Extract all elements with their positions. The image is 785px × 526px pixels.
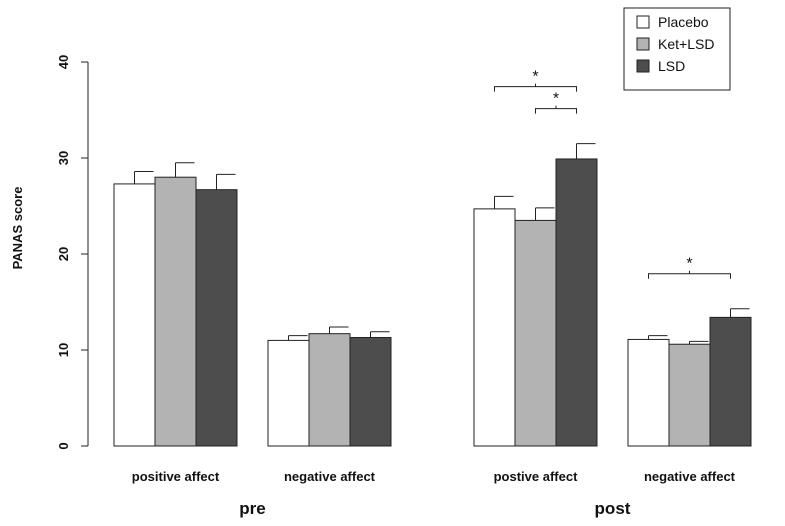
bar [349,337,392,447]
legend-label: LSD [658,58,685,74]
category-label: negative affect [284,469,376,484]
category-label: postive affect [494,469,578,484]
bar [473,208,516,447]
significance-bracket: * [648,256,731,279]
bar [514,219,557,447]
bar [113,183,156,447]
bar [308,333,351,447]
error-bars [134,143,750,345]
legend-item: Placebo [636,14,709,30]
y-tick-label: 30 [56,151,71,165]
legend-label: Ket+LSD [658,36,714,52]
legend-item: Ket+LSD [636,36,714,52]
category-label: negative affect [644,469,736,484]
group-labels: pre post [239,499,631,518]
group-label: post [595,499,631,518]
y-tick-label: 0 [56,442,71,449]
significance-bracket: * [535,91,577,114]
y-axis-title: PANAS score [10,187,25,270]
bars [113,158,752,447]
bar [154,176,197,447]
bar [668,343,711,447]
legend-label: Placebo [658,14,709,30]
category-label: positive affect [132,469,220,484]
bracket-line [535,108,577,114]
significance-star: * [686,256,692,273]
y-axis: 0 10 20 30 40 [56,55,89,450]
bar [555,158,598,447]
significance-bracket: * [494,69,577,92]
y-tick-label: 20 [56,247,71,261]
y-tick-label: 10 [56,343,71,357]
y-tick-label: 40 [56,55,71,69]
bar [267,339,310,447]
legend-swatch [636,15,650,29]
legend: Placebo Ket+LSD LSD [623,7,731,91]
legend-swatch [636,37,650,51]
category-labels: positive affect negative affect postive af… [132,469,736,484]
legend-swatch [636,59,650,73]
legend-item: LSD [636,58,685,74]
significance-star: * [532,69,538,86]
bar [709,316,752,447]
bar [195,189,238,447]
group-label: pre [239,499,265,518]
bracket-line [494,86,577,92]
significance-brackets: * * * [494,69,731,279]
bar [627,338,670,447]
bracket-line [648,273,731,279]
significance-star: * [553,91,559,108]
